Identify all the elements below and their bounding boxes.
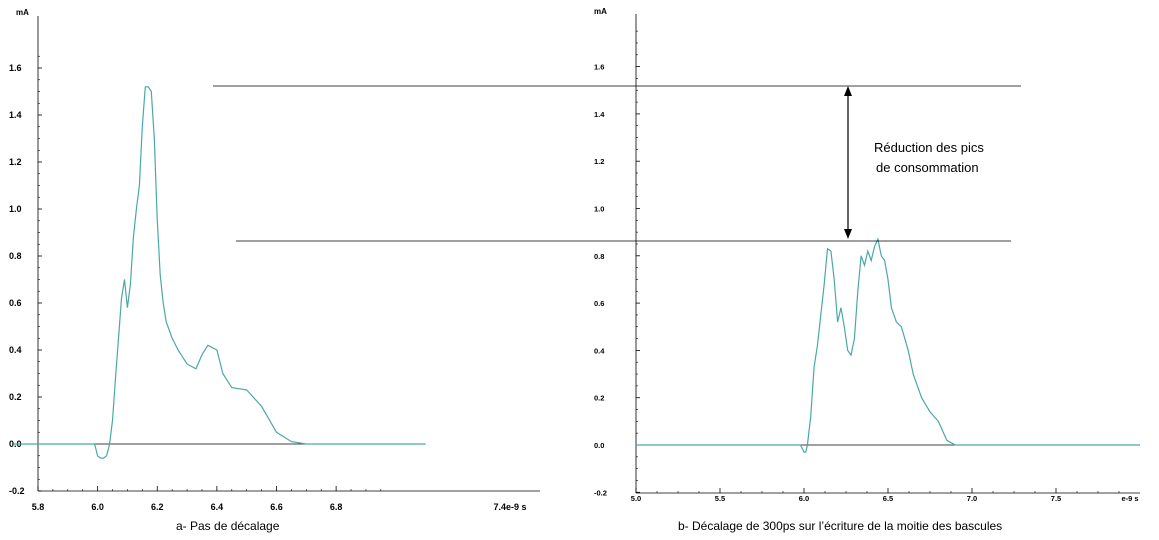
y-tick-label: 0.2 xyxy=(9,392,22,402)
series-line xyxy=(14,86,426,459)
y-tick-label: 0.6 xyxy=(9,298,22,308)
x-tick-label: 6.6 xyxy=(270,502,283,512)
y-tick-label: 1.4 xyxy=(594,110,605,119)
x-tick-label: 6.0 xyxy=(799,494,809,503)
y-tick-label: 1.0 xyxy=(594,205,604,214)
x-tick-label: 6.5 xyxy=(883,494,893,503)
caption-a: a- Pas de décalage xyxy=(176,519,280,533)
y-tick-label: 0.2 xyxy=(594,394,604,403)
series-line xyxy=(636,237,1140,453)
chart-a: mA-0.20.00.20.40.60.81.01.21.41.65.8 6.0 6… xyxy=(9,8,540,512)
reduction-arrow-head-top xyxy=(844,86,852,96)
annotation-line-1: Réduction des pics xyxy=(874,140,984,155)
y-tick-label: 0.8 xyxy=(594,252,604,261)
x-tick-label: 5.0 xyxy=(631,494,641,503)
x-tick-label: 6.4 xyxy=(211,502,224,512)
x-tick-label: 5.5 xyxy=(715,494,725,503)
y-tick-label: 0.8 xyxy=(9,251,22,261)
y-tick-label: 0.0 xyxy=(594,441,604,450)
y-tick-label: -0.2 xyxy=(594,488,607,497)
y-tick-label: 1.4 xyxy=(9,110,22,120)
y-axis-unit-label: mA xyxy=(594,7,607,16)
x-tick-label: 7.0 xyxy=(967,494,977,503)
x-tick-label: 5.8 xyxy=(32,502,45,512)
y-tick-label: 0.6 xyxy=(594,299,604,308)
y-tick-label: 0.4 xyxy=(594,346,605,355)
y-tick-label: 0.4 xyxy=(9,345,22,355)
y-tick-label: 1.6 xyxy=(9,63,22,73)
x-tick-label: 6.8 xyxy=(330,502,343,512)
y-axis-unit-label: mA xyxy=(16,8,29,17)
y-tick-label: 1.0 xyxy=(9,204,22,214)
x-tick-label: 6.2 xyxy=(151,502,164,512)
caption-b: b- Décalage de 300ps sur l’écriture de l… xyxy=(678,519,1002,533)
x-axis-unit-label: 7.4e-9 s xyxy=(493,502,526,512)
x-tick-label: 6.0 xyxy=(91,502,104,512)
annotation-line-2: de consommation xyxy=(876,160,979,175)
y-tick-label: 1.6 xyxy=(594,63,604,72)
y-tick-label: -0.2 xyxy=(9,486,25,496)
x-axis-unit-label: e-9 s xyxy=(1121,494,1138,503)
chart-b: mA -0.2 0.0 0.2 0.4 0.6 0.8 1.0 1.2 1.4 1.6 5.0 5.5 6… xyxy=(594,7,1140,503)
y-tick-label: 1.2 xyxy=(9,157,22,167)
reduction-arrow-head-bottom xyxy=(844,229,852,239)
y-tick-label: 1.2 xyxy=(594,157,604,166)
x-tick-label: 7.5 xyxy=(1051,494,1061,503)
